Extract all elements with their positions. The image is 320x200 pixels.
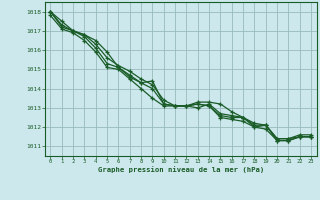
- X-axis label: Graphe pression niveau de la mer (hPa): Graphe pression niveau de la mer (hPa): [98, 166, 264, 173]
